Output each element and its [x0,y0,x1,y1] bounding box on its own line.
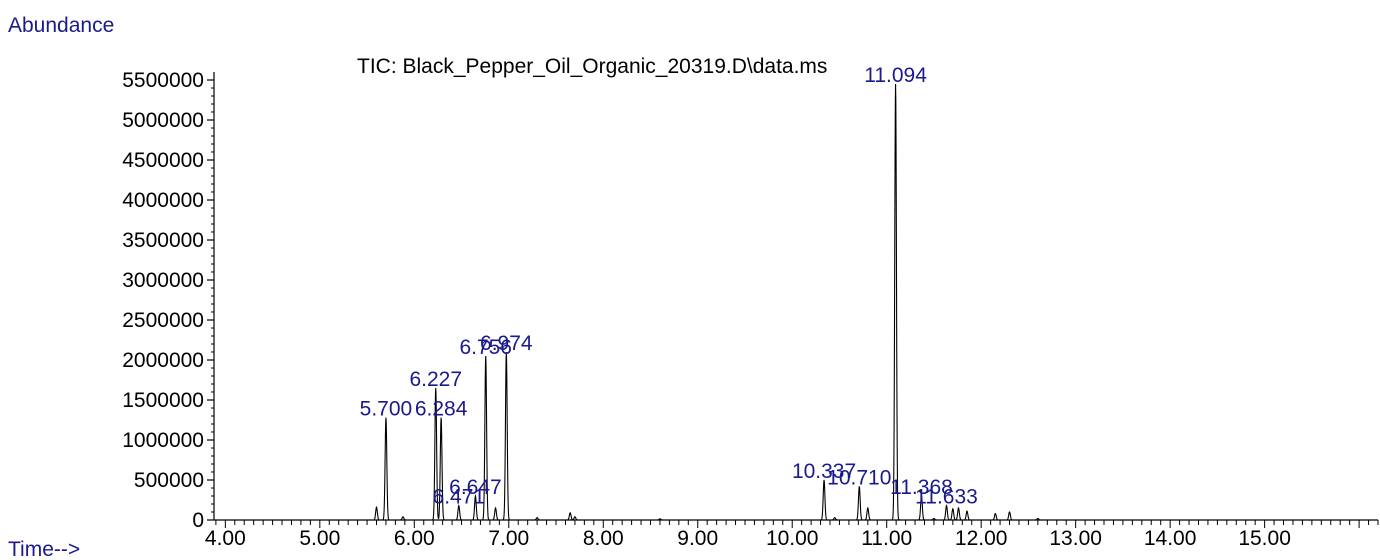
y-tick-label: 500000 [134,469,204,492]
tic-trace [214,83,1378,521]
x-tick-label: 15.00 [1238,527,1291,550]
x-tick-label: 4.00 [205,527,246,550]
peak-label: 5.700 [360,398,413,421]
chart-title: TIC: Black_Pepper_Oil_Organic_20319.D\da… [357,55,827,78]
y-tick-label: 4500000 [122,149,204,172]
y-tick-label: 5500000 [122,69,204,92]
peak-label: 11.633 [915,486,978,509]
peak-label: 11.368 [890,476,953,499]
peak-label: 11.094 [864,64,927,87]
peak-label: 6.756 [459,336,512,359]
x-tick-label: 13.00 [1049,527,1102,550]
peak-label: 6.284 [415,398,468,421]
x-tick-label: 14.00 [1144,527,1197,550]
x-tick-label: 12.00 [955,527,1008,550]
peak-label: 6.227 [409,368,462,391]
peak-label: 6.974 [480,332,533,355]
x-tick-label: 8.00 [583,527,624,550]
peak-label: 10.710 [827,466,891,489]
y-tick-label: 0 [192,509,204,532]
y-tick-label: 1000000 [122,429,204,452]
peak-label: 10.337 [792,460,856,483]
x-tick-label: 11.00 [861,527,912,550]
x-axis-ticks: 4.00 5.00 6.00 7.00 8.00 9.00 10.00 11.00 12.00 1… [205,520,1379,550]
y-tick-label: 4000000 [122,189,204,212]
x-axis-label: Time--> [8,538,80,560]
y-tick-label: 3500000 [122,229,204,252]
y-axis-ticks: 0 500000 1000000 1500000 2000000 2500000 30000… [122,69,214,532]
y-tick-label: 2000000 [122,349,204,372]
y-tick-label: 1500000 [122,389,204,412]
tic-trace-line [214,83,1378,521]
peak-label: 6.471 [433,486,486,509]
x-tick-label: 5.00 [299,527,340,550]
y-tick-label: 5000000 [122,109,204,132]
x-tick-label: 10.00 [766,527,819,550]
x-tick-label: 6.00 [394,527,435,550]
x-tick-label: 7.00 [488,527,529,550]
peak-label: 6.647 [449,476,502,499]
y-tick-label: 2500000 [122,309,204,332]
y-tick-label: 3000000 [122,269,204,292]
x-tick-label: 9.00 [677,527,718,550]
y-axis-label: Abundance [8,14,114,37]
